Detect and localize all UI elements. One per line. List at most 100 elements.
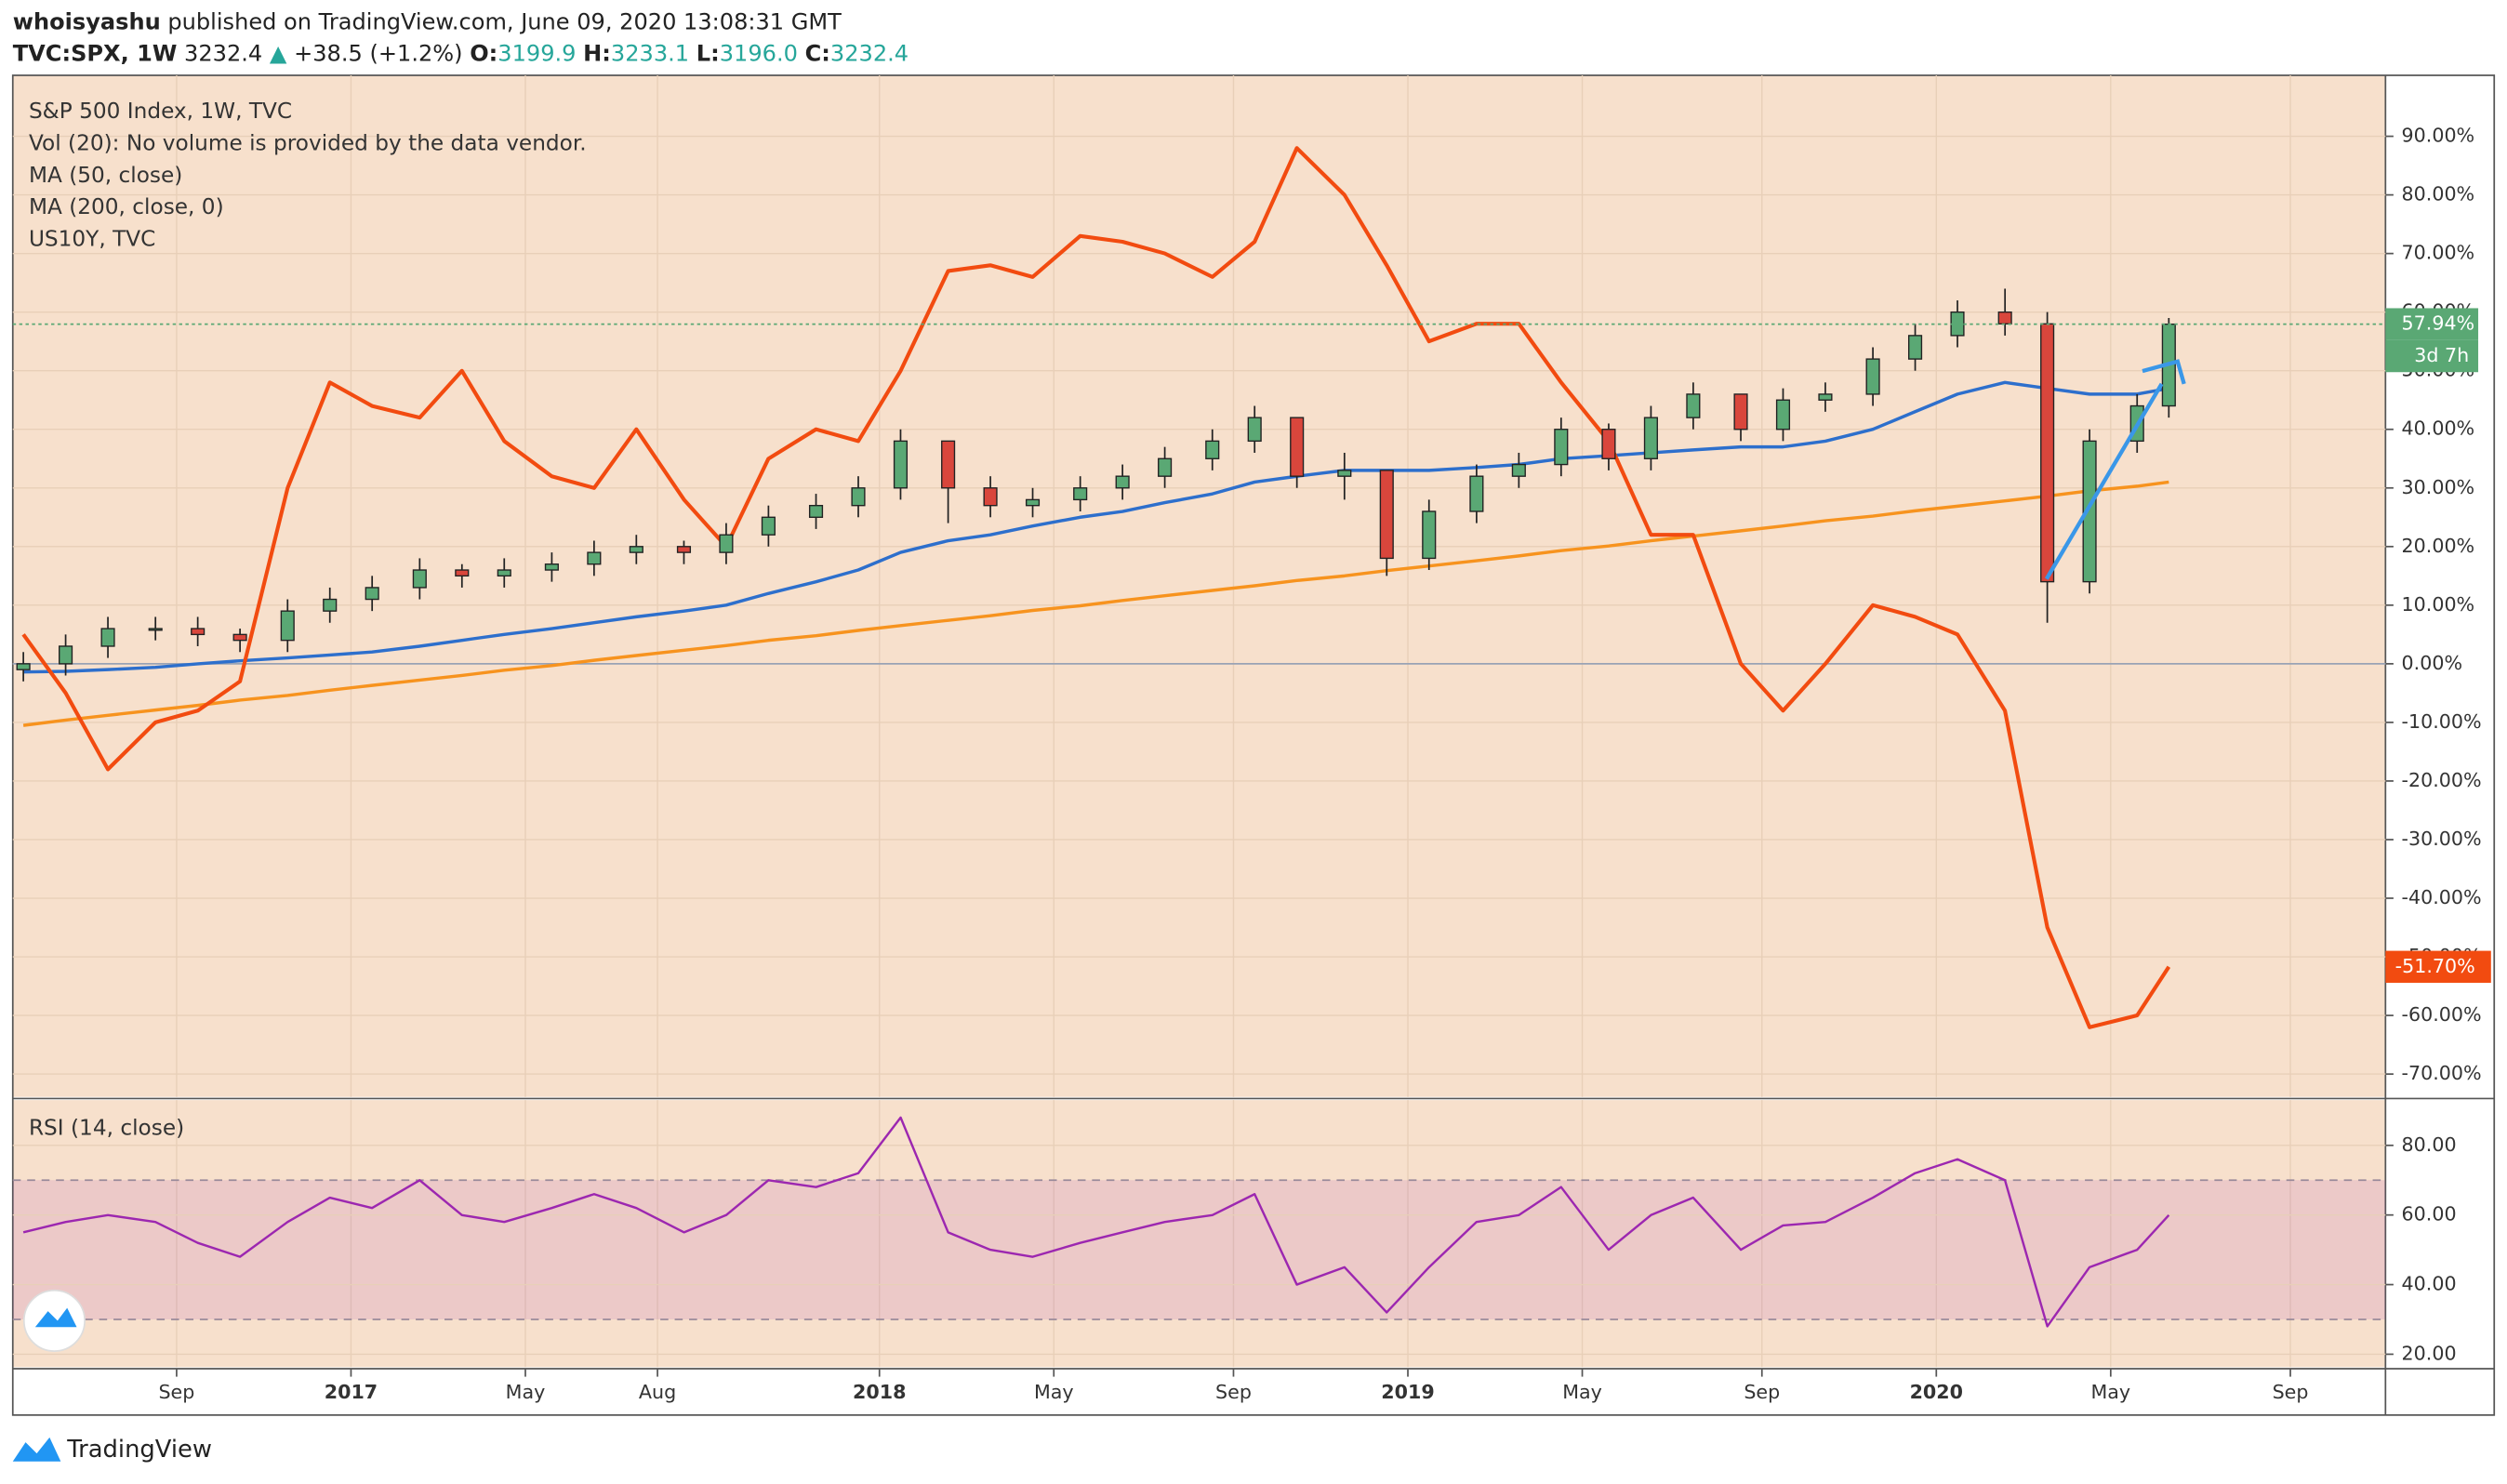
candle-body (544, 563, 559, 571)
ohlc-label: L: (696, 41, 720, 67)
x-tick-label: Sep (158, 1381, 194, 1403)
candle-body (1733, 393, 1748, 431)
countdown-tag (2385, 339, 2479, 373)
rsi-plot: Sep 2017 May Aug 2018 May Sep 2019 May Sep 2020 May… (12, 1100, 2457, 1403)
x-tick-label: Sep (2273, 1381, 2309, 1403)
change: +38.5 (+1.2%) (294, 41, 462, 67)
legend-title: RSI (14, close) (29, 1116, 184, 1141)
candle-body (1601, 429, 1616, 459)
series-line (22, 480, 2169, 727)
published: published on TradingView.com, June 09, 2… (167, 8, 842, 34)
x-tick-label: May (1562, 1381, 1602, 1403)
candle-body (412, 569, 427, 589)
candle-body (676, 546, 692, 553)
last-price-tag (2385, 308, 2479, 340)
rsi-band (12, 1180, 2386, 1319)
y-tick-label: 40.00 (2402, 1273, 2457, 1295)
legend-title: S&P 500 Index, 1W, TVC (29, 99, 292, 124)
candle-body (148, 628, 163, 631)
candle-body (100, 628, 115, 647)
countdown: 3d 7h (2414, 344, 2469, 366)
drawn-arrow (2044, 359, 2186, 580)
candle-body (365, 587, 379, 601)
candle-body (280, 610, 295, 642)
candle-body (1379, 470, 1394, 560)
candle-body (1643, 417, 1658, 459)
candle-body (1907, 335, 1923, 360)
x-tick-label: 2018 (853, 1381, 906, 1403)
y-tick-label: 70.00% (2402, 242, 2475, 264)
price-plot: -70.00%-60.00%-50.00%-40.00%-30.00%-20.0… (12, 75, 2491, 1097)
x-tick-label: Sep (1215, 1381, 1252, 1403)
price-pane (12, 75, 2386, 1097)
series-line (21, 146, 2171, 1029)
ohlc-label: C: (805, 41, 830, 67)
x-tick-label: Sep (1744, 1381, 1780, 1403)
price: 3232.4 (184, 41, 262, 67)
candle-body (893, 440, 909, 489)
candle-body (1205, 440, 1220, 459)
ohlc-value: 3199.9 (497, 41, 576, 67)
candle-body (629, 546, 643, 553)
x-tick-label: 2017 (325, 1381, 378, 1403)
x-tick-label: May (1034, 1381, 1074, 1403)
y-tick-label: 20.00% (2402, 535, 2475, 557)
candle-body (59, 645, 73, 665)
header-line: whoisyashu published on TradingView.com,… (13, 8, 842, 34)
tv-badge-icon (34, 1307, 77, 1328)
candle-body (497, 569, 511, 577)
x-tick-label: 2019 (1381, 1381, 1434, 1403)
y-tick-label: 90.00% (2402, 125, 2475, 147)
ohlc-label: H: (583, 41, 611, 67)
candle-body (2040, 323, 2055, 583)
candle-body (455, 569, 470, 577)
candle-body (1997, 311, 2012, 325)
legend-entry: MA (50, close) (29, 163, 182, 188)
candle-body (191, 628, 206, 636)
candle-body (1115, 475, 1130, 489)
candle-body (2082, 440, 2097, 583)
y-tick-label: -40.00% (2402, 886, 2482, 908)
candle-body (851, 487, 866, 507)
ohlc-value: 3196.0 (720, 41, 798, 67)
y-tick-label: 0.00% (2402, 652, 2463, 674)
candle-body (1469, 475, 1484, 512)
ohlc-label: O: (470, 41, 497, 67)
candle-body (1686, 393, 1701, 418)
last-price-label: 57.94% (2402, 312, 2475, 335)
candle-body (1511, 463, 1526, 477)
y-tick-label: 40.00% (2402, 417, 2475, 440)
y-tick-label: 10.00% (2402, 593, 2475, 616)
candle-body (1247, 417, 1262, 443)
candle-body (1422, 510, 1437, 560)
y-tick-label: -20.00% (2402, 769, 2482, 791)
candle-body (1554, 429, 1569, 466)
y-tick-label: -10.00% (2402, 710, 2482, 733)
frame (11, 74, 2496, 1416)
candle-body (1158, 457, 1173, 477)
ohlc-value: 3232.4 (830, 41, 909, 67)
ohlc-value: 3233.1 (611, 41, 689, 67)
candle-body (941, 440, 956, 489)
candle-body (1290, 417, 1305, 477)
candle-body (1818, 393, 1833, 401)
symbol-line: TVC:SPX, 1W 3232.4 ▲ +38.5 (+1.2%) O:319… (13, 41, 909, 67)
y-tick-label: -70.00% (2402, 1062, 2482, 1084)
candle-body (1865, 358, 1880, 395)
last-value-tag (2385, 950, 2491, 983)
brand: TradingView (66, 1436, 212, 1464)
y-tick-label: 80.00% (2402, 183, 2475, 205)
series-line (23, 380, 2169, 674)
rsi-line (22, 1116, 2170, 1328)
legend-entry: US10Y, TVC (29, 227, 155, 252)
rsi-pane (12, 1100, 2386, 1368)
candle-body (1025, 498, 1041, 507)
brand-logo (12, 1437, 61, 1462)
arrow: ▲ (270, 41, 287, 67)
x-tick-label: 2020 (1910, 1381, 1963, 1403)
author: whoisyashu (13, 8, 161, 34)
candle-body (1775, 399, 1791, 431)
y-tick-label: 30.00% (2402, 476, 2475, 498)
legend-entry: MA (200, close, 0) (29, 194, 224, 219)
symbol: TVC:SPX, 1W (13, 41, 178, 67)
